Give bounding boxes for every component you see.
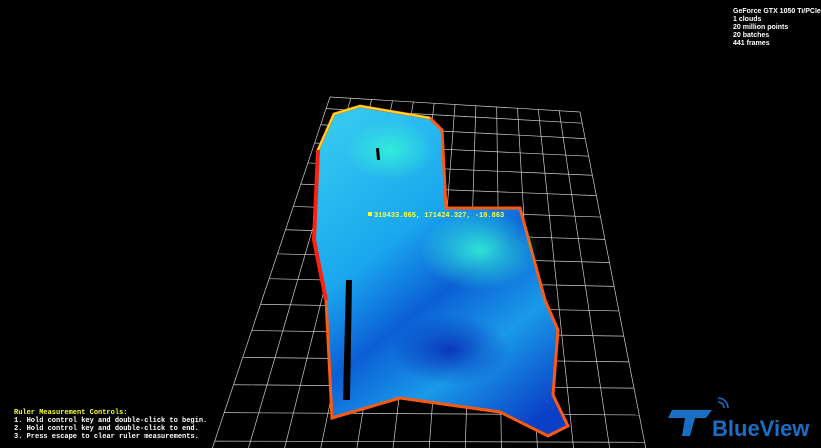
scene: 319433.865, 171424.327, -10.863 BlueView: [0, 0, 821, 448]
stat: 441 frames: [733, 40, 821, 48]
shallow-area: [420, 210, 540, 290]
grid-line: [559, 111, 613, 448]
deep-area: [390, 315, 510, 385]
cursor-coordinates: 319433.865, 171424.327, -10.863: [374, 212, 504, 220]
grid-line: [205, 97, 330, 448]
logo-text: BlueView: [712, 416, 810, 441]
help-step: 3. Press escape to clear ruler measureme…: [14, 433, 207, 441]
stat: 20 batches: [733, 32, 821, 40]
help-title: Ruler Measurement Controls:: [14, 409, 207, 417]
render-stats: GeForce GTX 1050 Ti/PCIe/SS 1 clouds 20 …: [733, 8, 821, 48]
shallow-area: [345, 120, 435, 180]
help-step: 2. Hold control key and double-click to …: [14, 425, 207, 433]
grid-line: [580, 112, 650, 448]
stat: 1 clouds: [733, 16, 821, 24]
help-step: 1. Hold control key and double-click to …: [14, 417, 207, 425]
ruler-help: Ruler Measurement Controls: 1. Hold cont…: [14, 409, 207, 441]
stat: GeForce GTX 1050 Ti/PCIe/SS: [733, 8, 821, 16]
viewer: 319433.865, 171424.327, -10.863 BlueView…: [0, 0, 821, 448]
cursor: [368, 212, 372, 216]
stat: 20 million points: [733, 24, 821, 32]
